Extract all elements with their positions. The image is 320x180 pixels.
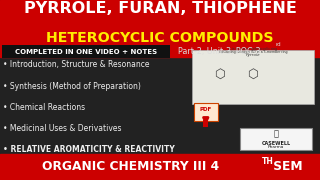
Text: • Chemical Reactions: • Chemical Reactions bbox=[3, 103, 85, 112]
FancyBboxPatch shape bbox=[194, 103, 218, 121]
Bar bbox=[203, 120, 208, 127]
Text: CASEWELL: CASEWELL bbox=[261, 141, 291, 146]
Text: SEM: SEM bbox=[269, 160, 302, 174]
Text: In is the most heterocyclic ring: In is the most heterocyclic ring bbox=[228, 47, 277, 51]
Bar bbox=[192, 50, 314, 104]
Text: • Introduction, Structure & Resonance: • Introduction, Structure & Resonance bbox=[3, 60, 150, 69]
FancyBboxPatch shape bbox=[2, 45, 170, 58]
Text: • Medicinal Uses & Derivatives: • Medicinal Uses & Derivatives bbox=[3, 124, 122, 133]
Text: TH: TH bbox=[261, 157, 273, 166]
Text: ⬡: ⬡ bbox=[214, 68, 225, 81]
Bar bbox=[0, 154, 320, 180]
FancyBboxPatch shape bbox=[240, 128, 312, 150]
Bar bbox=[0, 0, 320, 57]
Text: rd: rd bbox=[275, 42, 281, 47]
Text: Pharma: Pharma bbox=[268, 145, 284, 149]
Text: ⬡: ⬡ bbox=[247, 68, 258, 81]
Text: Pyrrole: Pyrrole bbox=[245, 53, 260, 57]
Text: • Synthesis (Method of Preparation): • Synthesis (Method of Preparation) bbox=[3, 82, 141, 91]
Text: 🎓: 🎓 bbox=[274, 130, 279, 139]
Text: • RELATIVE AROMATICITY & REACTIVITY: • RELATIVE AROMATICITY & REACTIVITY bbox=[3, 145, 175, 154]
Text: containing nitrogen (N) in a 5-member ring: containing nitrogen (N) in a 5-member ri… bbox=[219, 50, 287, 54]
Text: HETEROCYCLIC COMPOUNDS: HETEROCYCLIC COMPOUNDS bbox=[46, 31, 274, 45]
Bar bbox=[0, 57, 320, 154]
Text: ORGANIC CHEMISTRY III 4: ORGANIC CHEMISTRY III 4 bbox=[42, 160, 219, 174]
Text: PYRROLE, FURAN, THIOPHENE: PYRROLE, FURAN, THIOPHENE bbox=[24, 1, 296, 16]
Text: Part-2, Unit-3, POC-3: Part-2, Unit-3, POC-3 bbox=[178, 47, 260, 56]
Text: PDF: PDF bbox=[200, 107, 212, 112]
Text: COMPLETED IN ONE VIDEO + NOTES: COMPLETED IN ONE VIDEO + NOTES bbox=[14, 49, 157, 55]
